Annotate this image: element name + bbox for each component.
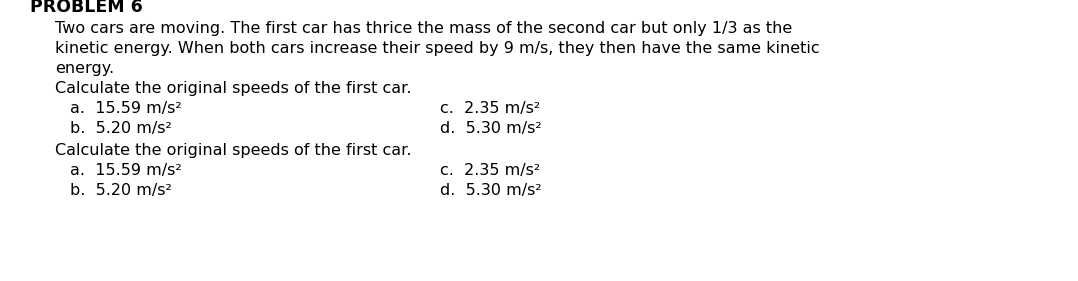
Text: d.  5.30 m/s²: d. 5.30 m/s²	[440, 183, 541, 198]
Text: d.  5.30 m/s²: d. 5.30 m/s²	[440, 121, 541, 136]
Text: b.  5.20 m/s²: b. 5.20 m/s²	[70, 121, 171, 136]
Text: Calculate the original speeds of the first car.: Calculate the original speeds of the fir…	[55, 81, 412, 96]
Text: energy.: energy.	[55, 61, 114, 76]
Text: PROBLEM 6: PROBLEM 6	[30, 0, 142, 16]
Text: Two cars are moving. The first car has thrice the mass of the second car but onl: Two cars are moving. The first car has t…	[55, 21, 792, 36]
Text: b.  5.20 m/s²: b. 5.20 m/s²	[70, 183, 171, 198]
Text: kinetic energy. When both cars increase their speed by 9 m/s, they then have the: kinetic energy. When both cars increase …	[55, 41, 819, 56]
Text: c.  2.35 m/s²: c. 2.35 m/s²	[440, 101, 540, 116]
Text: c.  2.35 m/s²: c. 2.35 m/s²	[440, 163, 540, 178]
Text: Calculate the original speeds of the first car.: Calculate the original speeds of the fir…	[55, 143, 412, 158]
Text: a.  15.59 m/s²: a. 15.59 m/s²	[70, 163, 181, 178]
Text: a.  15.59 m/s²: a. 15.59 m/s²	[70, 101, 181, 116]
